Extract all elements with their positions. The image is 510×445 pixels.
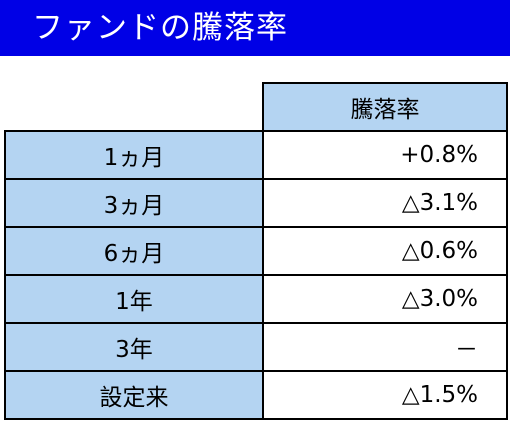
table-row: 設定来 △1.5% [4,370,508,420]
table-row: 3ヵ月 △3.1% [4,178,508,228]
row-value: +0.8% [262,130,508,180]
row-value: △1.5% [262,370,508,420]
row-value: △3.0% [262,274,508,324]
table-corner-cell [5,83,264,132]
row-label: 6ヵ月 [4,226,264,276]
row-label: 3ヵ月 [4,178,264,228]
returns-table: 騰落率 1ヵ月 +0.8% 3ヵ月 △3.1% 6ヵ月 △0.6% 1年 △3.… [4,82,508,420]
row-label: 1年 [4,274,264,324]
table-row: 6ヵ月 △0.6% [4,226,508,276]
table-row: 1ヵ月 +0.8% [4,130,508,180]
row-label: 3年 [4,322,264,372]
table-row: 3年 － [4,322,508,372]
row-label: 1ヵ月 [4,130,264,180]
column-header-return: 騰落率 [262,82,508,132]
row-value: △0.6% [262,226,508,276]
row-value: △3.1% [262,178,508,228]
table-row: 1年 △3.0% [4,274,508,324]
row-value: － [262,322,508,372]
title-bar: ファンドの騰落率 [0,0,510,56]
page-title: ファンドの騰落率 [32,9,288,46]
row-label: 設定来 [4,370,264,420]
table-header-row: 騰落率 [5,82,508,132]
